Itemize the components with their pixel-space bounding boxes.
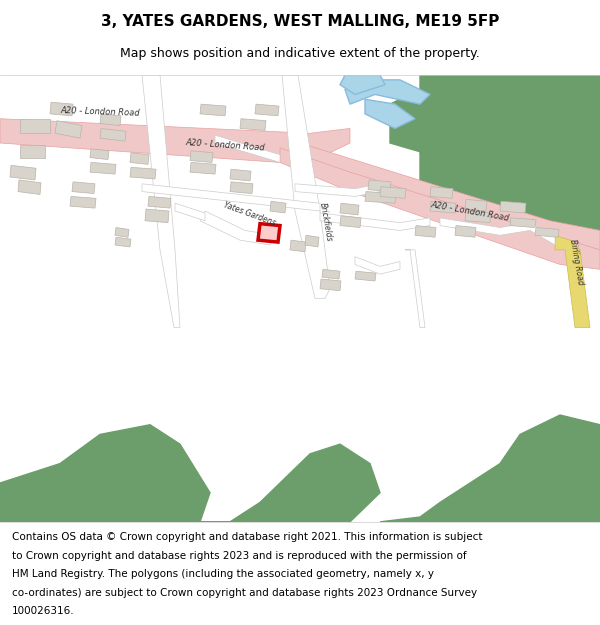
Polygon shape [290, 143, 600, 250]
Text: Map shows position and indicative extent of the property.: Map shows position and indicative extent… [120, 48, 480, 61]
Polygon shape [90, 162, 116, 174]
Text: Yates Gardens: Yates Gardens [222, 201, 277, 228]
Polygon shape [345, 80, 430, 104]
Text: Brickfields: Brickfields [318, 202, 334, 242]
Polygon shape [320, 213, 430, 231]
Polygon shape [555, 235, 590, 328]
Polygon shape [455, 226, 476, 238]
Polygon shape [115, 238, 131, 247]
Polygon shape [215, 135, 280, 162]
Polygon shape [305, 235, 319, 247]
Polygon shape [430, 201, 456, 213]
Polygon shape [280, 148, 600, 269]
Text: HM Land Registry. The polygons (including the associated geometry, namely x, y: HM Land Registry. The polygons (includin… [12, 569, 434, 579]
Polygon shape [18, 180, 41, 194]
Polygon shape [55, 121, 82, 138]
Polygon shape [535, 228, 559, 238]
Polygon shape [70, 196, 96, 208]
Polygon shape [142, 184, 320, 211]
Polygon shape [130, 168, 156, 179]
Polygon shape [465, 211, 491, 222]
Polygon shape [365, 99, 415, 128]
Polygon shape [240, 119, 266, 131]
Polygon shape [50, 102, 73, 116]
Polygon shape [340, 75, 385, 94]
Text: co-ordinates) are subject to Crown copyright and database rights 2023 Ordnance S: co-ordinates) are subject to Crown copyr… [12, 588, 477, 598]
Polygon shape [100, 128, 126, 141]
Text: 100026316.: 100026316. [12, 606, 74, 616]
Text: A20 - London Road: A20 - London Road [60, 106, 140, 118]
Text: A20 - London Road: A20 - London Road [185, 138, 265, 152]
Polygon shape [440, 217, 555, 245]
Polygon shape [100, 114, 121, 126]
Polygon shape [72, 182, 95, 194]
Text: to Crown copyright and database rights 2023 and is reproduced with the permissio: to Crown copyright and database rights 2… [12, 551, 467, 561]
Polygon shape [420, 75, 600, 221]
Text: Contains OS data © Crown copyright and database right 2021. This information is : Contains OS data © Crown copyright and d… [12, 532, 482, 542]
Polygon shape [200, 104, 226, 116]
Polygon shape [130, 152, 149, 164]
Text: Birling Road: Birling Road [568, 239, 585, 286]
Polygon shape [142, 75, 180, 328]
Polygon shape [405, 250, 425, 328]
Polygon shape [415, 226, 436, 238]
Polygon shape [510, 217, 536, 227]
Polygon shape [355, 271, 376, 281]
Polygon shape [255, 104, 279, 116]
Polygon shape [270, 201, 286, 213]
Polygon shape [190, 162, 216, 174]
Polygon shape [365, 192, 396, 203]
Polygon shape [368, 180, 391, 192]
Polygon shape [0, 119, 350, 162]
Polygon shape [390, 182, 600, 231]
Polygon shape [390, 75, 600, 172]
Polygon shape [295, 184, 380, 196]
Polygon shape [115, 228, 129, 238]
Polygon shape [148, 196, 171, 208]
Polygon shape [282, 75, 330, 298]
Polygon shape [340, 203, 359, 215]
Polygon shape [380, 187, 406, 198]
Polygon shape [10, 166, 36, 180]
Polygon shape [175, 203, 205, 221]
Polygon shape [465, 199, 487, 211]
Polygon shape [0, 425, 210, 522]
Polygon shape [322, 269, 340, 279]
Text: 3, YATES GARDENS, WEST MALLING, ME19 5FP: 3, YATES GARDENS, WEST MALLING, ME19 5FP [101, 14, 499, 29]
Polygon shape [340, 216, 361, 227]
Polygon shape [430, 187, 453, 198]
Polygon shape [355, 257, 400, 274]
Polygon shape [320, 279, 341, 291]
Text: A20 - London Road: A20 - London Road [430, 200, 510, 222]
Polygon shape [200, 211, 275, 245]
Polygon shape [230, 182, 253, 194]
Polygon shape [190, 151, 213, 162]
Polygon shape [145, 209, 169, 222]
Polygon shape [90, 149, 109, 159]
Polygon shape [200, 444, 380, 522]
Polygon shape [20, 119, 50, 133]
Polygon shape [258, 224, 280, 242]
Polygon shape [500, 201, 526, 213]
Polygon shape [380, 415, 600, 522]
Polygon shape [290, 240, 306, 252]
Polygon shape [230, 169, 251, 181]
Polygon shape [20, 145, 45, 158]
Polygon shape [430, 148, 600, 221]
